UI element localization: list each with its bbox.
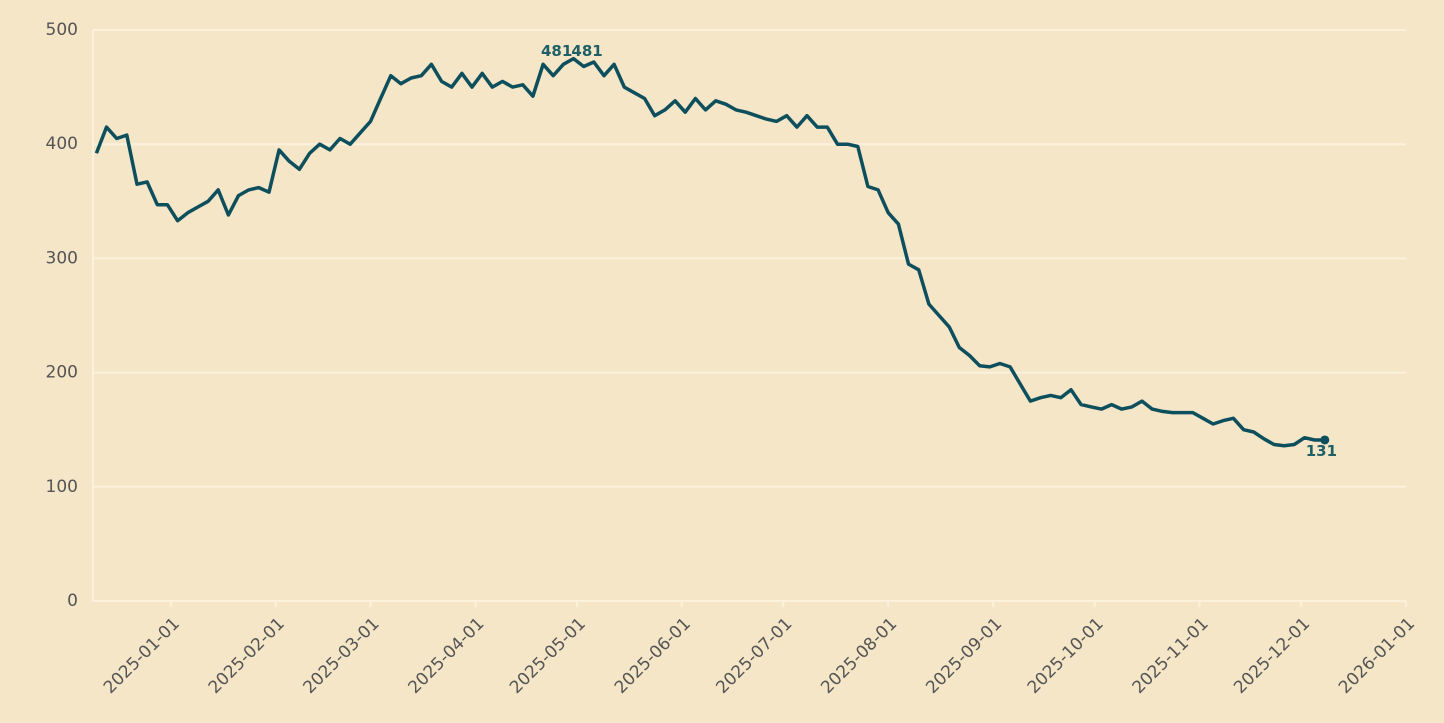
y-tick-label: 0 — [67, 591, 78, 611]
line — [94, 56, 1325, 448]
y-tick-label: 100 — [46, 477, 78, 497]
annotation: 481 — [541, 42, 572, 60]
end-point — [1320, 435, 1330, 445]
y-tick-label: 200 — [46, 363, 78, 383]
y-tick-label: 500 — [46, 20, 78, 40]
y-tick-label: 300 — [46, 248, 78, 268]
annotation: 481 — [571, 42, 602, 60]
y-tick-label: 400 — [46, 134, 78, 154]
annotation: 131 — [1306, 442, 1337, 460]
